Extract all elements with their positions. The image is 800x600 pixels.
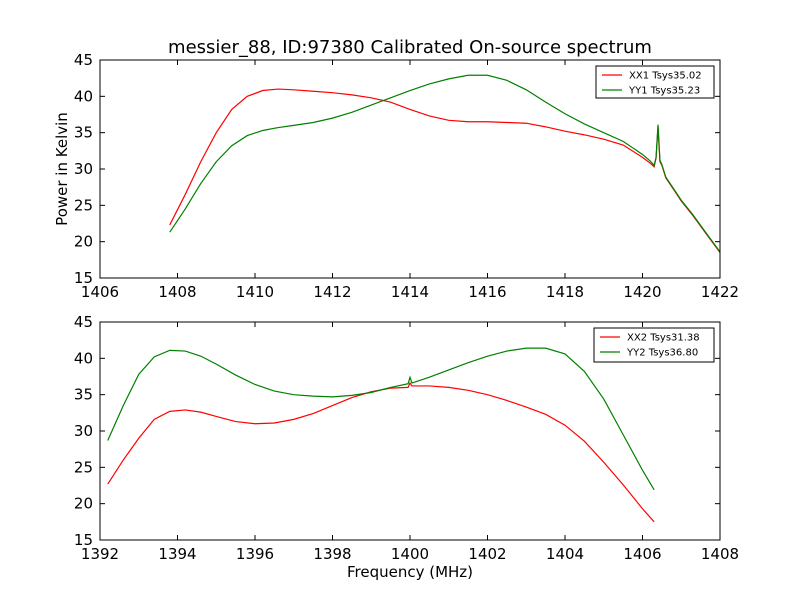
legend: XX2 Tsys31.38 YY2 Tsys36.80 [593, 327, 715, 363]
legend-label-2: YY2 Tsys36.80 [626, 348, 698, 359]
x-tick-label: 1400 [391, 545, 429, 563]
y-tick-label: 20 [74, 495, 93, 513]
y-tick-label: 35 [74, 124, 93, 142]
series-line-2 [169, 74, 720, 253]
x-tick-label: 1420 [623, 283, 661, 301]
legend-label-1: XX2 Tsys31.38 [627, 333, 700, 344]
series-line-1 [107, 381, 655, 523]
x-tick-label: 1406 [81, 283, 119, 301]
x-tick-label: 1392 [81, 545, 119, 563]
x-tick-label: 1406 [623, 545, 661, 563]
series-line-1 [169, 88, 720, 253]
y-tick-label: 35 [74, 386, 93, 404]
y-tick-label: 20 [74, 233, 93, 251]
legend-box [595, 65, 715, 99]
x-tick-label: 1414 [391, 283, 429, 301]
x-tick-label: 1408 [701, 545, 739, 563]
y-axis-label: Power in Kelvin [53, 112, 71, 226]
y-tick-label: 30 [74, 422, 93, 440]
y-tick-label: 40 [74, 87, 93, 105]
legend-label-1: XX1 Tsys35.02 [629, 71, 702, 82]
y-tick-label: 45 [74, 51, 93, 69]
x-tick-label: 1410 [236, 283, 274, 301]
y-tick-label: 40 [74, 349, 93, 367]
x-tick-label: 1402 [468, 545, 506, 563]
x-tick-label: 1412 [313, 283, 351, 301]
x-tick-label: 1404 [546, 545, 584, 563]
x-axis-label: Frequency (MHz) [347, 563, 473, 581]
x-tick-label: 1418 [546, 283, 584, 301]
chart-2: 1392 1394 1396 1398 1400 1402 1404 1406 1408 15 20… [74, 313, 739, 581]
chart-title: messier_88, ID:97380 Calibrated On-sourc… [168, 37, 652, 58]
legend: XX1 Tsys35.02 YY1 Tsys35.23 [595, 65, 715, 99]
x-tick-label: 1394 [158, 545, 196, 563]
legend-box [593, 327, 715, 363]
series-line-2 [107, 347, 655, 491]
x-tick-label: 1396 [236, 545, 274, 563]
y-tick-label: 25 [74, 196, 93, 214]
y-tick-label: 45 [74, 313, 93, 331]
y-tick-label: 25 [74, 458, 93, 476]
x-tick-label: 1422 [701, 283, 739, 301]
x-tick-label: 1416 [468, 283, 506, 301]
x-tick-label: 1408 [158, 283, 196, 301]
y-tick-label: 15 [74, 269, 93, 287]
legend-label-2: YY1 Tsys35.23 [628, 86, 700, 97]
y-tick-label: 30 [74, 160, 93, 178]
chart-1: 1406 1408 1410 1412 1414 1416 1418 1420 1422 15 20… [53, 37, 739, 301]
x-tick-label: 1398 [313, 545, 351, 563]
y-tick-label: 15 [74, 531, 93, 549]
